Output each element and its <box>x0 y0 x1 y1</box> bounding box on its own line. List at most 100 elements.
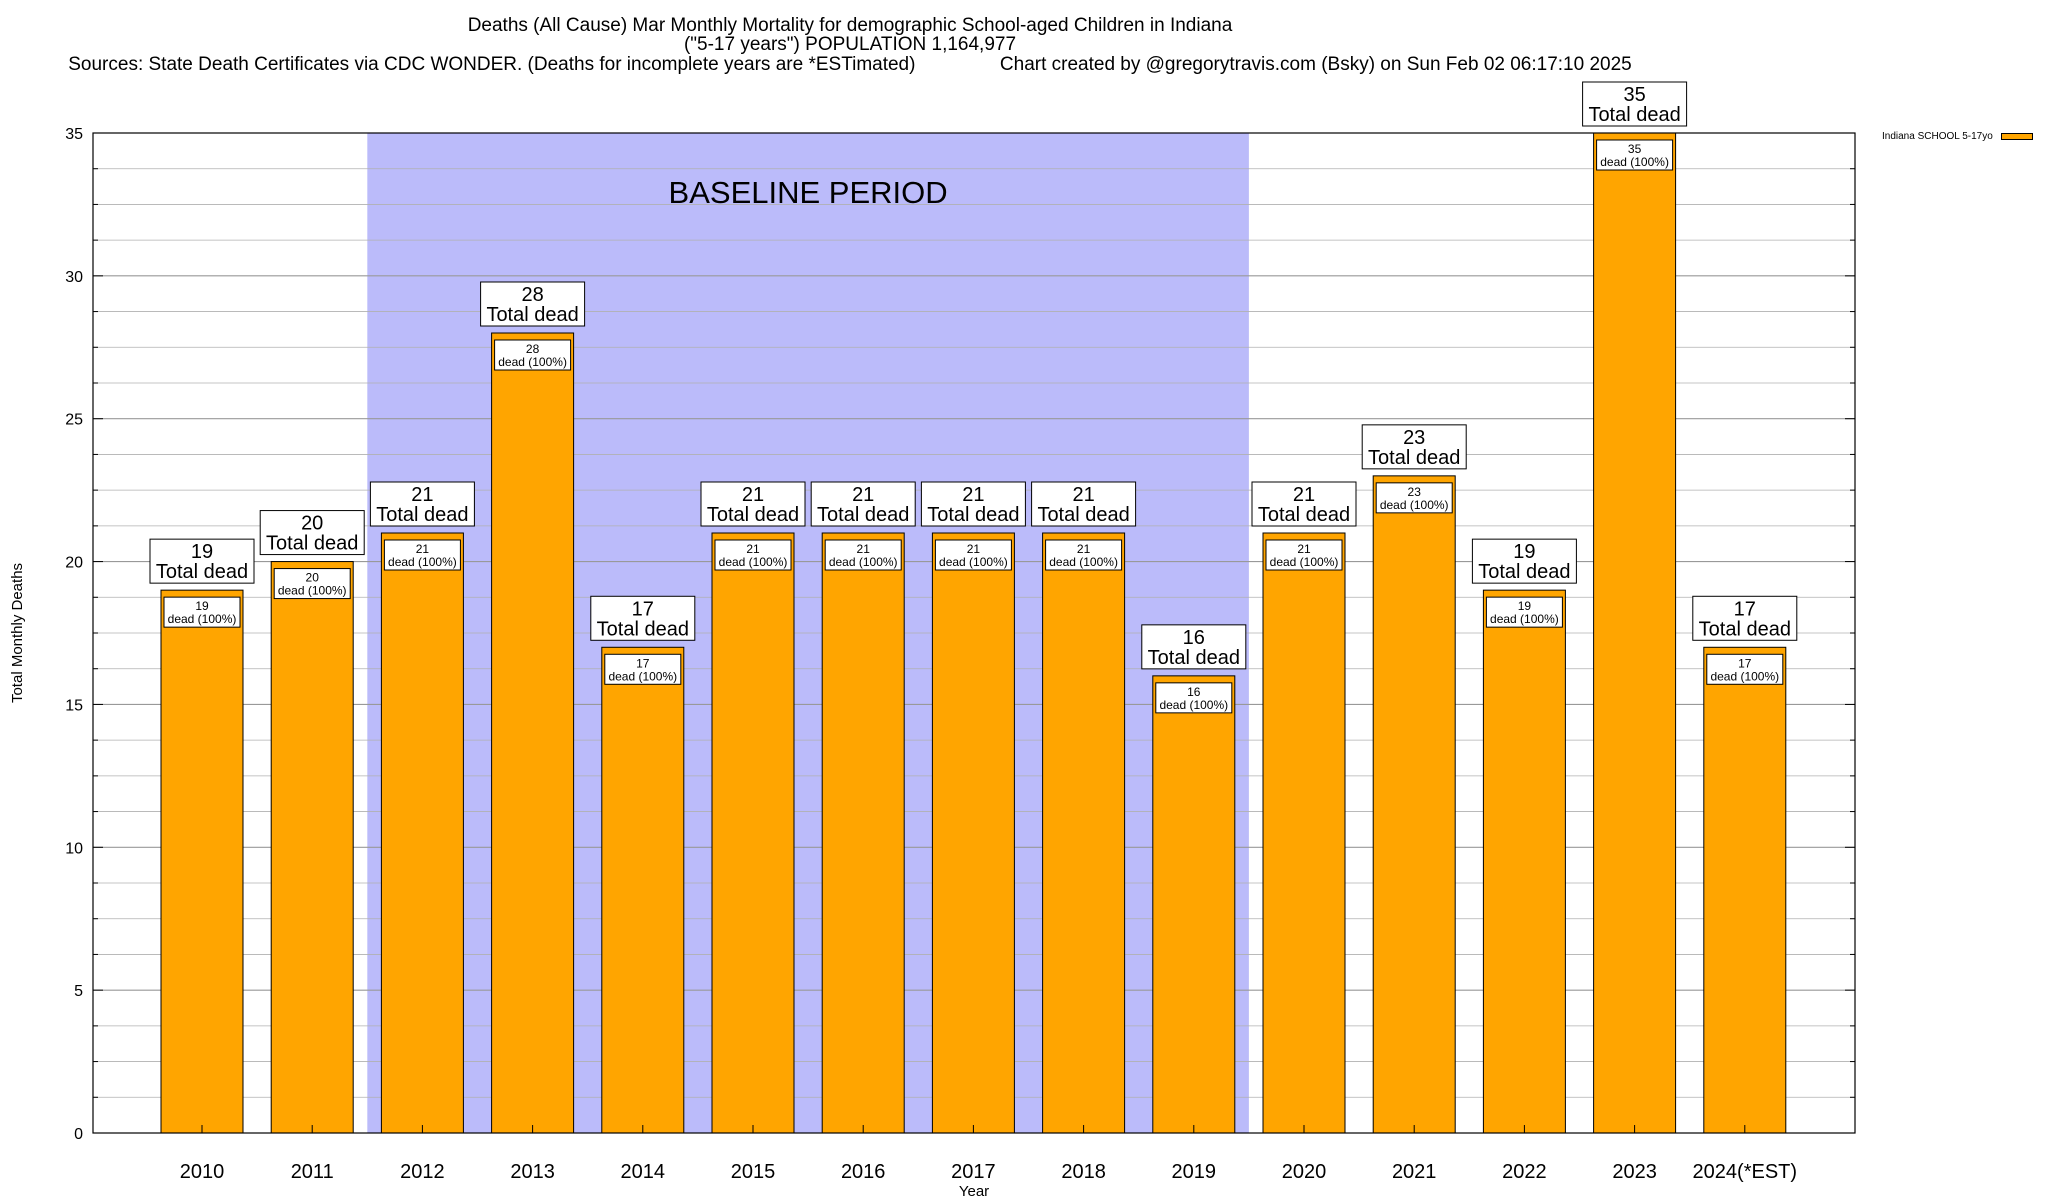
top-label-value: 21 <box>852 484 874 506</box>
bar-2019 <box>1152 675 1236 1134</box>
x-tick-label: 2013 <box>510 1161 555 1183</box>
bar-2016 <box>821 532 905 1134</box>
top-label-box <box>259 510 365 556</box>
top-label-value: 21 <box>411 484 433 506</box>
top-label-value: 19 <box>191 541 213 563</box>
x-tick-label: 2016 <box>841 1161 886 1183</box>
inner-label-value: 17 <box>1738 656 1752 670</box>
x-axis-label: Year <box>959 1183 989 1200</box>
bar-2011 <box>270 561 354 1134</box>
inner-label-value: 19 <box>1518 599 1532 613</box>
inner-label-box <box>1265 539 1343 571</box>
y-tick-label: 10 <box>65 840 83 857</box>
inner-label-value: 21 <box>1077 542 1091 556</box>
inner-label-box <box>604 653 682 685</box>
inner-label-value: 23 <box>1408 485 1422 499</box>
inner-label-text: dead (100%) <box>1270 555 1339 569</box>
x-tick-label: 2011 <box>291 1161 334 1183</box>
top-label-value: 19 <box>1513 541 1535 563</box>
y-tick-label: 0 <box>74 1126 83 1143</box>
top-label-text: Total dead <box>1588 104 1680 126</box>
inner-label-value: 20 <box>306 571 320 585</box>
inner-label-text: dead (100%) <box>829 555 898 569</box>
inner-label-text: dead (100%) <box>1159 698 1228 712</box>
top-label-text: Total dead <box>1368 447 1460 469</box>
top-label-box <box>1692 595 1798 641</box>
title-line-1: Deaths (All Cause) Mar Monthly Mortality… <box>467 15 1233 36</box>
inner-label-box <box>824 539 902 571</box>
top-label-text: Total dead <box>817 504 909 526</box>
top-label-text: Total dead <box>927 504 1019 526</box>
top-label-value: 21 <box>1293 484 1315 506</box>
bar-2018 <box>1042 532 1126 1134</box>
top-label-text: Total dead <box>1699 618 1791 640</box>
top-label-box <box>1582 81 1688 127</box>
bar-2013 <box>491 332 575 1134</box>
x-tick-label: 2023 <box>1612 1161 1657 1183</box>
top-label-value: 20 <box>301 513 323 535</box>
top-label-box <box>480 281 586 327</box>
inner-label-text: dead (100%) <box>388 555 457 569</box>
bar-2020 <box>1262 532 1346 1134</box>
top-label-value: 28 <box>521 284 543 306</box>
plot-frame <box>92 132 1856 1134</box>
top-label-box <box>1471 538 1577 584</box>
top-label-text: Total dead <box>1037 504 1129 526</box>
inner-label-text: dead (100%) <box>1490 612 1559 626</box>
inner-label-text: dead (100%) <box>1049 555 1118 569</box>
top-label-value: 21 <box>962 484 984 506</box>
inner-label-box <box>1485 596 1563 628</box>
y-tick-label: 20 <box>65 555 83 572</box>
inner-label-text: dead (100%) <box>608 669 677 683</box>
top-label-text: Total dead <box>707 504 799 526</box>
x-tick-label: 2019 <box>1172 1161 1217 1183</box>
x-tick-label: 2014 <box>621 1161 666 1183</box>
inner-label-value: 21 <box>967 542 981 556</box>
bar-2010 <box>160 589 244 1134</box>
top-label-box <box>1361 424 1467 470</box>
inner-label-value: 28 <box>526 342 540 356</box>
inner-label-text: dead (100%) <box>278 584 347 598</box>
top-label-text: Total dead <box>156 561 248 583</box>
inner-label-box <box>383 539 461 571</box>
top-label-box <box>1031 481 1137 527</box>
bar-2012 <box>380 532 464 1134</box>
inner-label-box <box>714 539 792 571</box>
top-label-box <box>590 595 696 641</box>
x-tick-label: 2020 <box>1282 1161 1327 1183</box>
bar-2014 <box>601 646 685 1134</box>
x-tick-label: 2024(*EST) <box>1693 1161 1798 1183</box>
inner-label-value: 21 <box>746 542 760 556</box>
top-label-box <box>920 481 1026 527</box>
title-line-2: ("5-17 years") POPULATION 1,164,977 <box>683 34 1017 55</box>
top-label-value: 17 <box>1734 598 1756 620</box>
inner-label-text: dead (100%) <box>1600 155 1669 169</box>
inner-label-box <box>494 339 572 371</box>
baseline-label: BASELINE PERIOD <box>669 175 948 210</box>
inner-label-text: dead (100%) <box>1380 498 1449 512</box>
title-line-3: Sources: State Death Certificates via CD… <box>68 54 1632 75</box>
legend-swatch <box>2000 133 2033 140</box>
bar-2024(*EST) <box>1703 646 1787 1134</box>
top-label-value: 21 <box>1072 484 1094 506</box>
legend: Indiana SCHOOL 5-17yo <box>1882 131 2033 142</box>
x-tick-label: 2010 <box>180 1161 225 1183</box>
bar-2021 <box>1372 475 1456 1134</box>
top-label-box <box>1141 624 1247 670</box>
bar-2022 <box>1482 589 1566 1134</box>
y-tick-label: 25 <box>65 412 83 429</box>
inner-label-value: 19 <box>195 599 209 613</box>
bar-2015 <box>711 532 795 1134</box>
top-label-box <box>369 481 475 527</box>
inner-label-value: 21 <box>1297 542 1311 556</box>
inner-label-box <box>1045 539 1123 571</box>
inner-label-box <box>1375 482 1453 514</box>
inner-label-text: dead (100%) <box>168 612 237 626</box>
inner-label-value: 17 <box>636 656 650 670</box>
top-label-value: 21 <box>742 484 764 506</box>
y-tick-label: 30 <box>65 269 83 286</box>
top-label-value: 16 <box>1183 627 1205 649</box>
inner-label-value: 16 <box>1187 685 1201 699</box>
inner-label-value: 35 <box>1628 142 1642 156</box>
inner-label-box <box>273 568 351 600</box>
